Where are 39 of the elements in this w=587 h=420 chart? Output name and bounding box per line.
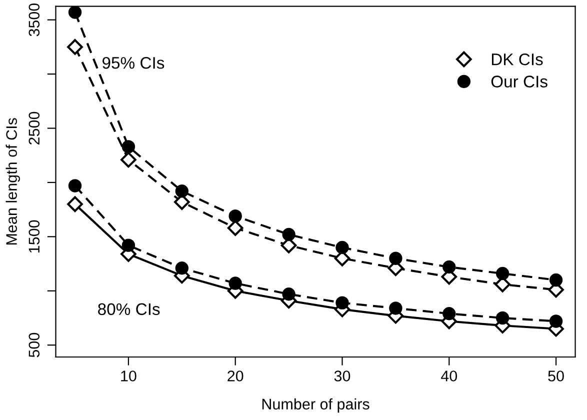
point	[67, 39, 83, 55]
point	[549, 273, 563, 287]
point	[227, 220, 244, 236]
point	[496, 266, 510, 280]
point	[120, 152, 136, 168]
y-axis-title: Mean length of CIs	[6, 118, 20, 245]
point	[67, 196, 83, 212]
x-tick-label: 30	[334, 370, 350, 382]
point	[68, 6, 82, 19]
legend-label: Our CIs	[491, 76, 548, 88]
point	[175, 184, 188, 198]
point	[549, 314, 563, 328]
point	[282, 288, 296, 301]
y-tick-label: 2500	[28, 112, 40, 144]
point	[228, 276, 242, 290]
point	[442, 260, 456, 274]
y-tick-label: 500	[28, 332, 40, 358]
x-tick-label: 50	[548, 370, 564, 382]
x-axis-title: Number of pairs	[262, 398, 370, 413]
x-tick-label: 40	[440, 370, 458, 382]
y-tick-label: 1500	[28, 220, 40, 252]
y-tick-label: 3500	[28, 3, 40, 36]
point	[282, 228, 296, 242]
point	[228, 209, 242, 223]
point	[336, 296, 349, 310]
point	[175, 262, 188, 275]
point	[122, 238, 136, 252]
point	[389, 302, 402, 315]
point	[336, 240, 349, 254]
annotation: 95% CIs	[102, 56, 164, 69]
point	[442, 307, 456, 320]
annotation: 80% CIs	[98, 303, 160, 316]
point	[68, 179, 82, 192]
point	[389, 252, 402, 265]
point	[496, 311, 510, 325]
x-tick-label: 10	[121, 370, 136, 382]
point	[122, 140, 136, 154]
legend-label: DK CIs	[492, 53, 543, 66]
x-tick-label: 20	[228, 370, 244, 382]
